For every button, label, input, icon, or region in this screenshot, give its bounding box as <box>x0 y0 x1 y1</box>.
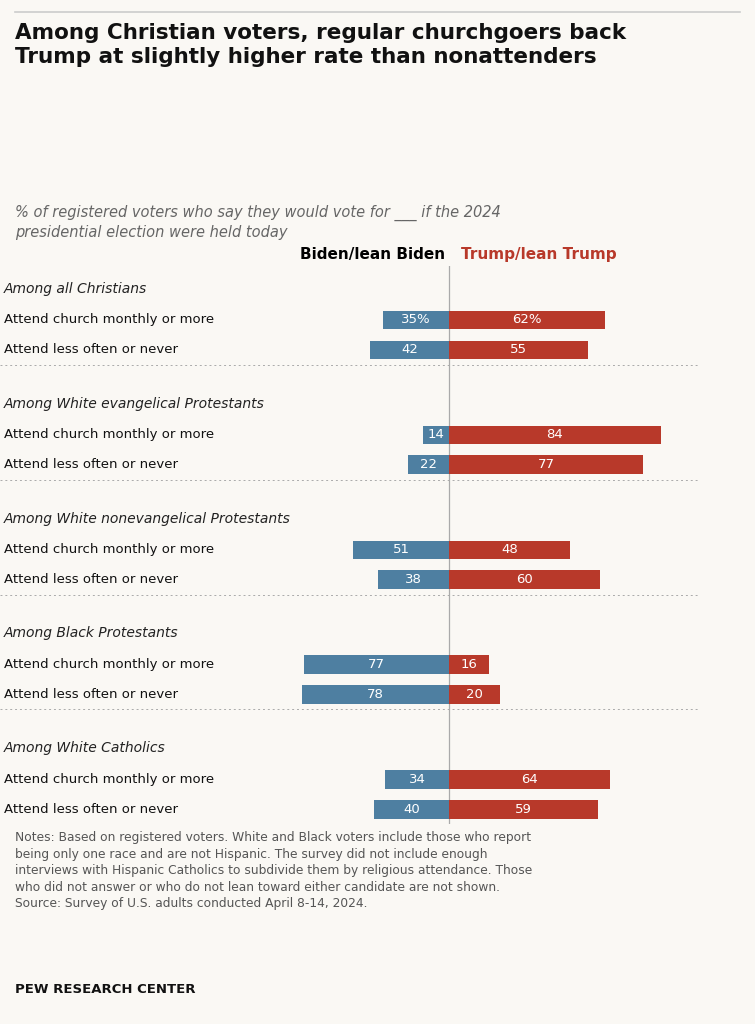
Text: 62%: 62% <box>513 313 542 327</box>
Bar <box>370 341 449 359</box>
Text: Attend church monthly or more: Attend church monthly or more <box>4 658 214 671</box>
Text: 60: 60 <box>516 573 533 586</box>
Text: Attend less often or never: Attend less often or never <box>4 573 177 586</box>
Text: Among White Catholics: Among White Catholics <box>4 741 165 756</box>
Text: Attend less often or never: Attend less often or never <box>4 688 177 701</box>
Text: Among Black Protestants: Among Black Protestants <box>4 627 178 640</box>
Text: Attend less often or never: Attend less often or never <box>4 803 177 816</box>
Bar <box>385 770 449 788</box>
Bar <box>378 570 449 589</box>
Bar <box>408 456 449 474</box>
Bar <box>304 655 449 674</box>
Bar <box>383 310 449 329</box>
Bar <box>449 770 610 788</box>
Text: 14: 14 <box>427 428 445 441</box>
Text: Attend church monthly or more: Attend church monthly or more <box>4 313 214 327</box>
Bar <box>449 541 570 559</box>
Text: Trump/lean Trump: Trump/lean Trump <box>461 247 616 262</box>
Text: 59: 59 <box>515 803 532 816</box>
Text: Among White evangelical Protestants: Among White evangelical Protestants <box>4 396 265 411</box>
Bar <box>449 800 598 818</box>
Text: 38: 38 <box>405 573 422 586</box>
Text: Among White nonevangelical Protestants: Among White nonevangelical Protestants <box>4 512 291 525</box>
Bar <box>449 685 500 703</box>
Bar <box>449 655 489 674</box>
Text: 22: 22 <box>420 458 437 471</box>
Text: Biden/lean Biden: Biden/lean Biden <box>300 247 445 262</box>
Text: 35%: 35% <box>402 313 431 327</box>
Text: 77: 77 <box>538 458 555 471</box>
Bar <box>423 426 449 444</box>
Text: Among all Christians: Among all Christians <box>4 282 147 296</box>
Bar <box>353 541 449 559</box>
Text: 20: 20 <box>466 688 483 701</box>
Text: 40: 40 <box>403 803 420 816</box>
Text: 77: 77 <box>368 658 385 671</box>
Text: 78: 78 <box>367 688 384 701</box>
Bar <box>449 310 606 329</box>
Text: Notes: Based on registered voters. White and Black voters include those who repo: Notes: Based on registered voters. White… <box>15 831 532 910</box>
Bar <box>302 685 449 703</box>
Bar <box>449 341 587 359</box>
Text: 42: 42 <box>401 343 418 356</box>
Text: 48: 48 <box>501 544 518 556</box>
Text: 34: 34 <box>408 773 426 786</box>
Bar <box>374 800 449 818</box>
Text: Attend less often or never: Attend less often or never <box>4 343 177 356</box>
Text: 51: 51 <box>393 544 410 556</box>
Text: 16: 16 <box>461 658 478 671</box>
Text: 64: 64 <box>522 773 538 786</box>
Text: PEW RESEARCH CENTER: PEW RESEARCH CENTER <box>15 983 196 996</box>
Text: Attend less often or never: Attend less often or never <box>4 458 177 471</box>
Bar <box>449 426 661 444</box>
Text: 84: 84 <box>547 428 563 441</box>
Bar <box>449 570 600 589</box>
Text: Attend church monthly or more: Attend church monthly or more <box>4 428 214 441</box>
Bar <box>449 456 643 474</box>
Text: % of registered voters who say they would vote for ___ if the 2024
presidential : % of registered voters who say they woul… <box>15 205 501 240</box>
Text: Attend church monthly or more: Attend church monthly or more <box>4 773 214 786</box>
Text: 55: 55 <box>510 343 527 356</box>
Text: Among Christian voters, regular churchgoers back
Trump at slightly higher rate t: Among Christian voters, regular churchgo… <box>15 23 626 67</box>
Text: Attend church monthly or more: Attend church monthly or more <box>4 544 214 556</box>
